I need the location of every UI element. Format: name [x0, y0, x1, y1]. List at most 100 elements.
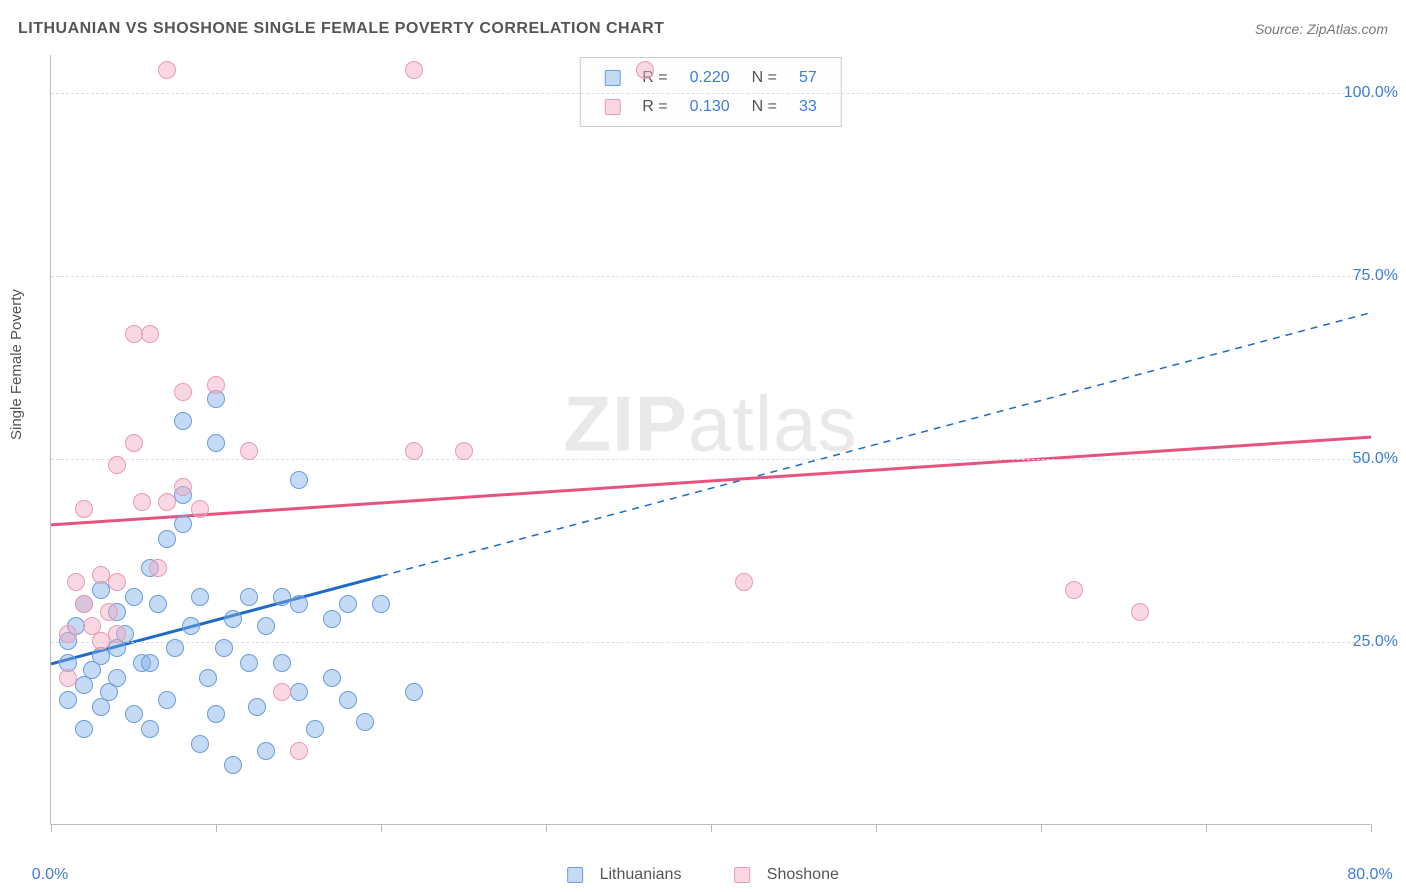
chart-header: LITHUANIAN VS SHOSHONE SINGLE FEMALE POV… — [18, 20, 1388, 38]
data-point — [59, 625, 77, 643]
data-point — [290, 595, 308, 613]
x-tick — [381, 824, 382, 832]
data-point — [166, 639, 184, 657]
data-point — [199, 669, 217, 687]
data-point — [75, 720, 93, 738]
data-point — [141, 325, 159, 343]
legend-swatch-shoshone — [734, 867, 750, 883]
data-point — [67, 573, 85, 591]
data-point — [133, 493, 151, 511]
data-point — [240, 654, 258, 672]
data-point — [174, 383, 192, 401]
data-point — [108, 625, 126, 643]
data-point — [92, 566, 110, 584]
data-point — [174, 412, 192, 430]
legend-swatch-lithuanians — [567, 867, 583, 883]
data-point — [273, 654, 291, 672]
x-tick-label: 0.0% — [32, 866, 68, 884]
data-point — [92, 632, 110, 650]
data-point — [158, 493, 176, 511]
data-point — [356, 713, 374, 731]
data-point — [224, 610, 242, 628]
gridline-h — [51, 276, 1370, 277]
data-point — [1131, 603, 1149, 621]
data-point — [372, 595, 390, 613]
data-point — [248, 698, 266, 716]
legend-row: R =0.220N =57 — [594, 64, 827, 91]
x-tick — [51, 824, 52, 832]
x-tick — [1041, 824, 1042, 832]
gridline-h — [51, 93, 1370, 94]
data-point — [339, 691, 357, 709]
y-tick-label: 75.0% — [1353, 267, 1398, 285]
y-tick-label: 50.0% — [1353, 450, 1398, 468]
data-point — [215, 639, 233, 657]
data-point — [125, 705, 143, 723]
chart-title: LITHUANIAN VS SHOSHONE SINGLE FEMALE POV… — [18, 20, 664, 38]
data-point — [207, 434, 225, 452]
data-point — [207, 705, 225, 723]
data-point — [191, 500, 209, 518]
data-point — [290, 471, 308, 489]
data-point — [240, 588, 258, 606]
data-point — [273, 588, 291, 606]
data-point — [191, 588, 209, 606]
data-point — [92, 698, 110, 716]
data-point — [108, 573, 126, 591]
data-point — [141, 720, 159, 738]
gridline-h — [51, 642, 1370, 643]
data-point — [108, 456, 126, 474]
data-point — [158, 61, 176, 79]
source-label: Source: ZipAtlas.com — [1255, 21, 1388, 37]
data-point — [405, 61, 423, 79]
data-point — [323, 610, 341, 628]
data-point — [125, 325, 143, 343]
data-point — [323, 669, 341, 687]
data-point — [141, 654, 159, 672]
data-point — [257, 617, 275, 635]
series-legend: Lithuanians Shoshone — [561, 866, 845, 884]
x-tick — [1371, 824, 1372, 832]
data-point — [158, 530, 176, 548]
data-point — [59, 691, 77, 709]
data-point — [224, 756, 242, 774]
y-axis-label: Single Female Poverty — [8, 289, 25, 440]
x-tick — [1206, 824, 1207, 832]
data-point — [735, 573, 753, 591]
data-point — [636, 61, 654, 79]
data-point — [125, 434, 143, 452]
data-point — [339, 595, 357, 613]
data-point — [75, 595, 93, 613]
data-point — [59, 669, 77, 687]
data-point — [158, 691, 176, 709]
data-point — [455, 442, 473, 460]
y-tick-label: 100.0% — [1344, 84, 1398, 102]
data-point — [182, 617, 200, 635]
data-point — [108, 669, 126, 687]
data-point — [1065, 581, 1083, 599]
data-point — [207, 376, 225, 394]
data-point — [290, 742, 308, 760]
legend-row: R =0.130N =33 — [594, 93, 827, 120]
data-point — [149, 595, 167, 613]
legend-label-shoshone: Shoshone — [767, 866, 839, 883]
data-point — [174, 515, 192, 533]
data-point — [174, 478, 192, 496]
legend-label-lithuanians: Lithuanians — [600, 866, 682, 883]
data-point — [405, 683, 423, 701]
data-point — [257, 742, 275, 760]
data-point — [405, 442, 423, 460]
data-point — [290, 683, 308, 701]
x-tick — [711, 824, 712, 832]
x-tick-label: 80.0% — [1347, 866, 1392, 884]
data-point — [100, 603, 118, 621]
x-tick — [546, 824, 547, 832]
data-point — [149, 559, 167, 577]
data-point — [75, 500, 93, 518]
data-point — [125, 588, 143, 606]
x-tick — [876, 824, 877, 832]
x-tick — [216, 824, 217, 832]
data-point — [240, 442, 258, 460]
y-tick-label: 25.0% — [1353, 633, 1398, 651]
scatter-chart: ZIPatlas R =0.220N =57R =0.130N =33 — [50, 55, 1370, 825]
